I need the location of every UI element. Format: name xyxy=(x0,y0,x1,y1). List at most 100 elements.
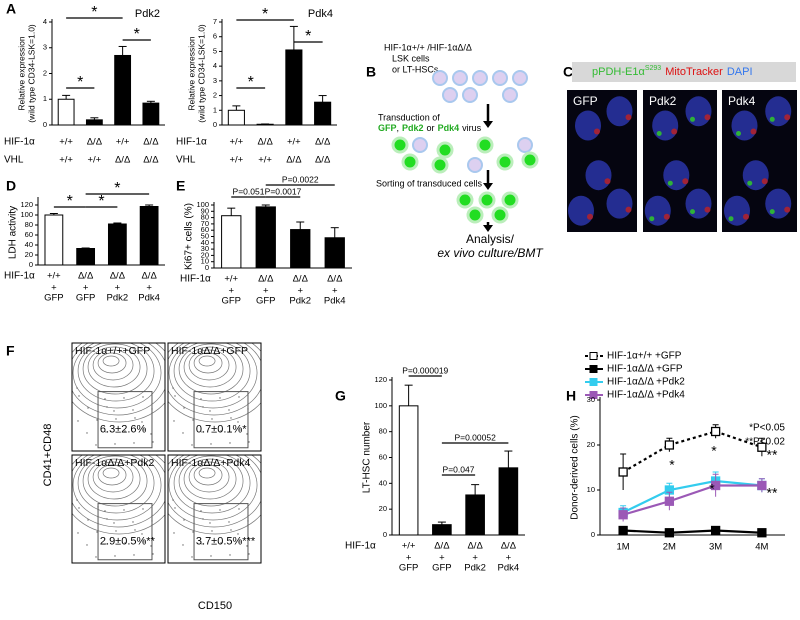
significance: * xyxy=(77,74,83,91)
x-tick-label: 2M xyxy=(663,542,676,553)
event xyxy=(201,431,203,433)
event xyxy=(230,417,232,419)
nucleus xyxy=(685,188,712,219)
x-tick-label: Δ/Δ xyxy=(110,271,126,282)
significance: * xyxy=(67,193,73,210)
diagram-text: virus xyxy=(462,123,482,133)
flow-value: 6.3±2.6% xyxy=(100,423,147,435)
bar xyxy=(139,206,159,266)
mito xyxy=(784,114,791,121)
frame xyxy=(71,454,166,564)
y-tick-label: 1 xyxy=(213,105,217,114)
contour xyxy=(168,455,261,535)
pdh xyxy=(667,180,673,186)
significance: * xyxy=(114,180,120,197)
x-tick-label: + xyxy=(51,283,57,294)
x-tick-label: +/+ xyxy=(224,274,238,285)
contour xyxy=(188,461,230,493)
significance: P=0.000019 xyxy=(402,365,448,375)
bar xyxy=(107,223,127,266)
contour xyxy=(82,343,148,395)
cell-transduced xyxy=(476,136,494,154)
contour xyxy=(102,467,120,479)
legend-marker xyxy=(589,391,598,399)
event xyxy=(239,541,241,543)
event xyxy=(95,444,97,446)
mito xyxy=(682,178,689,185)
panel-label: GFP xyxy=(573,94,598,108)
x-tick-label: + xyxy=(263,286,269,297)
contour xyxy=(97,464,127,486)
event xyxy=(150,545,152,547)
legend-marker xyxy=(589,365,598,373)
event xyxy=(143,541,145,543)
x-tick-label: +/+ xyxy=(402,541,416,552)
event xyxy=(191,444,193,446)
pdh xyxy=(747,180,753,186)
frame xyxy=(167,454,262,564)
axis-title: Ki67+ cells (%) xyxy=(184,203,195,270)
event xyxy=(220,430,222,432)
event xyxy=(152,441,154,443)
x-tick-label: +/+ xyxy=(287,137,301,148)
significance: * xyxy=(711,443,717,459)
x-tick-label: GFP xyxy=(399,563,419,574)
nucleus xyxy=(606,96,633,127)
x-tick-label: Δ/Δ xyxy=(143,155,159,166)
y-tick-label: 6 xyxy=(213,32,217,41)
contour xyxy=(173,455,251,514)
x-tick-label: Pdk4 xyxy=(138,293,160,304)
event xyxy=(248,553,250,555)
arrow-head xyxy=(483,121,493,128)
contour xyxy=(183,346,237,388)
event xyxy=(230,529,232,531)
event xyxy=(150,433,152,435)
diagram-text: LSK cells xyxy=(392,53,430,63)
significance: * xyxy=(709,481,715,497)
contour xyxy=(97,352,127,374)
axis-title: (wild type CD34-LSK=1.0) xyxy=(196,24,206,123)
bar xyxy=(227,109,245,126)
event xyxy=(132,521,134,523)
contours xyxy=(168,455,261,558)
cell-transduced xyxy=(391,136,409,154)
x-tick-label: Pdk2 xyxy=(289,296,311,307)
legend-marker xyxy=(589,352,598,360)
significance: P=0.0022 xyxy=(282,174,319,184)
diagram-text: GFP xyxy=(378,123,397,133)
y-tick-label: 80 xyxy=(25,220,33,229)
point xyxy=(757,480,767,491)
cell xyxy=(472,70,488,86)
point xyxy=(710,525,721,536)
gate xyxy=(97,391,153,449)
legend-text: pPDH-E1αS293 MitoTracker DAPI xyxy=(592,65,753,78)
x-tick-label: + xyxy=(115,283,121,294)
x-tick-label: + xyxy=(83,283,89,294)
mito xyxy=(671,128,678,135)
flow-title: HIF-1αΔ/Δ+GFP xyxy=(171,345,248,357)
legend-text: DAPI xyxy=(727,66,753,78)
y-tick-label: 0 xyxy=(213,120,217,129)
mito xyxy=(625,114,632,121)
event xyxy=(183,519,185,521)
event xyxy=(211,530,213,532)
event xyxy=(192,531,194,533)
contour xyxy=(72,455,162,521)
y-tick-label: 5 xyxy=(213,46,217,55)
mito xyxy=(704,206,711,213)
cell xyxy=(467,157,483,173)
bar xyxy=(57,98,75,126)
event xyxy=(104,510,106,512)
cell xyxy=(432,70,448,86)
axis-title: CD150 xyxy=(198,600,232,612)
significance: ** xyxy=(767,447,778,463)
panel-letter: B xyxy=(366,64,376,80)
diagram-text: Pdk2 xyxy=(402,123,424,133)
y-tick-label: 20 xyxy=(587,440,595,449)
annotation: *P<0.05 xyxy=(749,423,785,434)
x-tick-label: Δ/Δ xyxy=(87,137,103,148)
bar xyxy=(114,54,132,126)
contour xyxy=(198,467,216,479)
x-tick-label: GFP xyxy=(76,293,96,304)
